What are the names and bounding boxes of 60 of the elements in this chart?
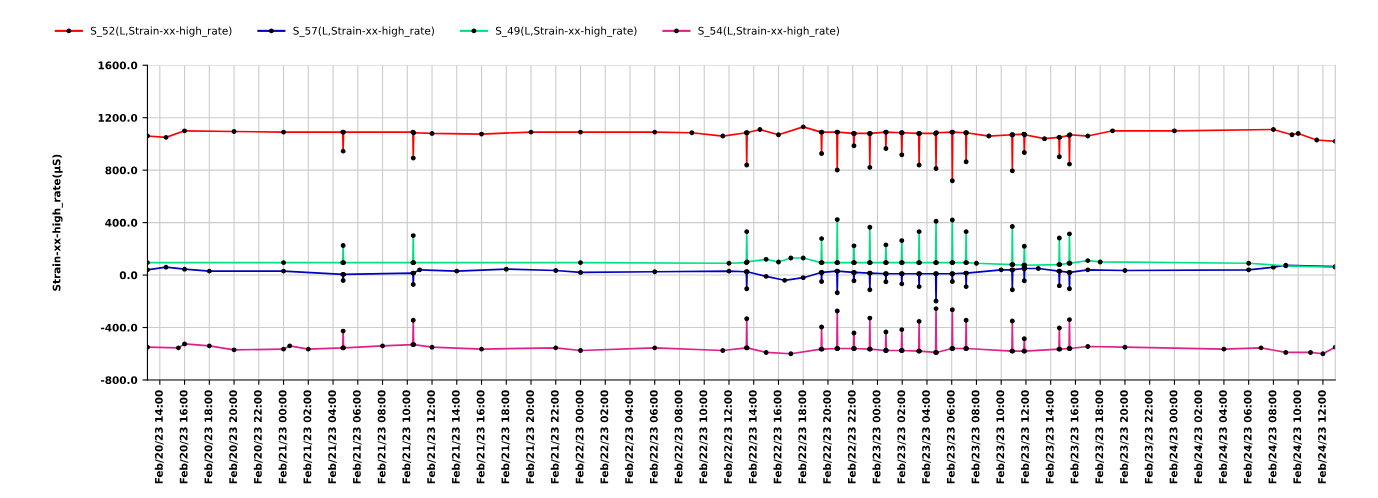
x-tick-label: Feb/23/23 10:00 (996, 390, 1006, 484)
legend-label: S_49(L,Strain-xx-high_rate) (495, 26, 637, 37)
x-tick-label: Feb/23/23 06:00 (946, 390, 956, 484)
x-tick-label: Feb/24/23 06:00 (1243, 390, 1253, 484)
x-tick-label: Feb/21/23 04:00 (328, 390, 337, 484)
x-tick-label: Feb/23/23 12:00 (1020, 390, 1030, 484)
x-tick-label: Feb/22/23 20:00 (822, 390, 832, 484)
x-tick-label: Feb/24/23 10:00 (1293, 390, 1302, 484)
legend-label: S_54(L,Strain-xx-high_rate) (698, 26, 839, 37)
x-tick-label: Feb/20/23 20:00 (229, 390, 238, 484)
x-tick-label: Feb/23/23 00:00 (872, 390, 882, 484)
x-tick-label: Feb/22/23 16:00 (773, 390, 783, 484)
x-tick-label: Feb/22/23 10:00 (699, 390, 709, 484)
x-tick-label: Feb/23/23 22:00 (1144, 390, 1154, 484)
x-tick-label: Feb/21/23 02:00 (303, 390, 313, 484)
x-tick-label: Feb/21/23 12:00 (426, 390, 436, 484)
x-tick-label: Feb/21/23 20:00 (525, 390, 535, 484)
y-tick-label: 0.0 (119, 271, 138, 280)
x-tick-label: Feb/24/23 12:00 (1317, 390, 1327, 484)
x-tick-label: Feb/24/23 02:00 (1194, 390, 1204, 484)
x-tick-label: Feb/22/23 02:00 (600, 390, 610, 484)
x-tick-label: Feb/24/23 04:00 (1218, 390, 1228, 484)
y-tick-label: -400.0 (101, 323, 138, 332)
legend-label: S_52(L,Strain-xx-high_rate) (90, 26, 232, 37)
x-tick-label: Feb/23/23 18:00 (1095, 390, 1105, 484)
x-tick-label: Feb/22/23 00:00 (575, 390, 585, 484)
x-tick-label: Feb/20/23 16:00 (179, 390, 189, 484)
x-tick-label: Feb/22/23 14:00 (748, 390, 758, 484)
y-tick-label: 1200.0 (98, 113, 138, 122)
x-tick-label: Feb/20/23 18:00 (204, 390, 214, 484)
x-tick-label: Feb/22/23 06:00 (649, 390, 659, 484)
x-tick-label: Feb/21/23 22:00 (550, 390, 560, 484)
x-tick-label: Feb/24/23 00:00 (1169, 390, 1179, 484)
y-axis-title: Strain-xx-high_rate(µS) (52, 154, 63, 291)
x-tick-label: Feb/21/23 08:00 (377, 390, 387, 484)
x-tick-label: Feb/24/23 08:00 (1268, 390, 1278, 484)
y-tick-label: -800.0 (101, 376, 138, 385)
x-tick-label: Feb/20/23 14:00 (154, 390, 164, 484)
x-tick-label: Feb/21/23 16:00 (476, 390, 486, 484)
x-tick-label: Feb/22/23 12:00 (723, 390, 733, 484)
x-tick-label: Feb/21/23 18:00 (501, 390, 511, 484)
y-tick-label: 400.0 (105, 218, 138, 227)
legend-label: S_57(L,Strain-xx-high_rate) (293, 26, 434, 37)
x-tick-label: Feb/21/23 10:00 (402, 390, 412, 484)
x-tick-label: Feb/20/23 22:00 (253, 390, 263, 484)
x-tick-label: Feb/22/23 08:00 (674, 390, 684, 484)
x-tick-label: Feb/22/23 22:00 (847, 390, 857, 484)
x-tick-label: Feb/22/23 18:00 (798, 390, 808, 484)
x-tick-label: Feb/23/23 14:00 (1045, 390, 1055, 484)
y-tick-label: 1600.0 (98, 61, 138, 70)
x-tick-label: Feb/23/23 20:00 (1119, 390, 1129, 484)
x-tick-label: Feb/23/23 02:00 (897, 390, 907, 484)
x-tick-label: Feb/23/23 16:00 (1070, 390, 1080, 484)
x-tick-label: Feb/21/23 00:00 (278, 390, 288, 484)
x-tick-label: Feb/23/23 04:00 (921, 390, 931, 484)
x-tick-label: Feb/21/23 06:00 (352, 390, 362, 484)
x-tick-label: Feb/22/23 04:00 (624, 390, 634, 484)
x-tick-label: Feb/21/23 14:00 (451, 390, 461, 484)
x-tick-label: Feb/23/23 08:00 (971, 390, 981, 484)
y-tick-label: 800.0 (105, 166, 138, 175)
